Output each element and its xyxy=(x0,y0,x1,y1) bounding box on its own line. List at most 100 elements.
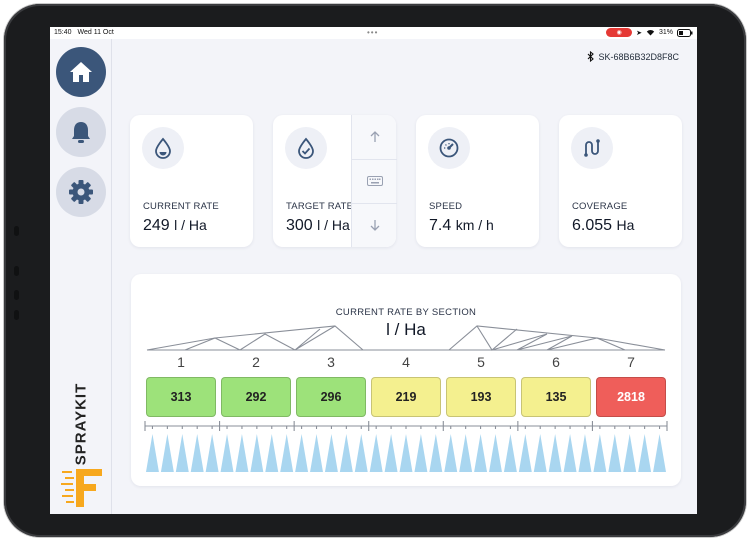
nav-alerts-button[interactable] xyxy=(56,107,106,157)
status-time: 15:40 xyxy=(54,29,72,36)
spray-nozzle-icon xyxy=(578,434,592,472)
section-number: 3 xyxy=(327,354,335,370)
section-number: 2 xyxy=(252,354,260,370)
spray-nozzle-icon xyxy=(444,434,458,472)
location-icon: ➤ xyxy=(636,29,642,37)
coverage-value: 6.055 Ha xyxy=(572,217,634,235)
battery-icon xyxy=(677,28,693,37)
frame-dot xyxy=(14,290,19,300)
spray-nozzle-icon xyxy=(235,434,249,472)
arrow-up-icon xyxy=(370,131,379,142)
target-rate-label: TARGET RATE xyxy=(286,201,354,212)
spray-nozzle-icon xyxy=(190,434,204,472)
coverage-card: COVERAGE 6.055 Ha xyxy=(559,115,682,247)
section-rate-box[interactable]: 193 xyxy=(446,377,516,417)
spray-nozzle-icon xyxy=(339,434,353,472)
current-rate-label: CURRENT RATE xyxy=(143,201,219,212)
status-time-date: 15:40 Wed 11 Oct xyxy=(54,29,114,36)
spray-nozzle-icon xyxy=(653,434,666,472)
home-icon xyxy=(70,62,92,82)
spray-nozzle-icon xyxy=(160,434,174,472)
nozzle-row xyxy=(144,421,668,472)
speed-label: SPEED xyxy=(429,201,463,212)
multitask-dots-icon[interactable]: ••• xyxy=(367,28,379,37)
bell-icon xyxy=(72,122,90,143)
stepper-divider xyxy=(352,159,397,160)
keyboard-entry-button[interactable] xyxy=(352,159,397,203)
droplet-check-icon xyxy=(285,127,327,169)
coverage-unit: Ha xyxy=(616,217,635,233)
spray-nozzle-icon xyxy=(533,434,547,472)
spray-nozzle-icon xyxy=(474,434,488,472)
section-number: 4 xyxy=(402,354,410,370)
spray-nozzle-icon xyxy=(608,434,622,472)
route-icon xyxy=(571,127,613,169)
recording-icon: ◉ xyxy=(606,28,633,37)
nav-settings-button[interactable] xyxy=(56,167,106,217)
speed-value: 7.4 km / h xyxy=(429,217,494,235)
device-id: SK-68B6B32D8F8C xyxy=(587,51,679,62)
section-rate-panel: CURRENT RATE BY SECTION l / Ha 1 313 2 292 3… xyxy=(131,274,681,486)
speed-unit: km / h xyxy=(455,217,494,233)
frame-dot xyxy=(14,310,19,320)
section-number: 1 xyxy=(177,354,185,370)
spray-nozzle-icon xyxy=(399,434,413,472)
section-number: 7 xyxy=(627,354,635,370)
speed-number: 7.4 xyxy=(429,217,452,234)
spray-nozzle-icon xyxy=(459,434,473,472)
spray-nozzle-icon xyxy=(503,434,517,472)
section-panel-title: CURRENT RATE BY SECTION xyxy=(335,307,477,318)
current-rate-number: 249 xyxy=(143,217,170,234)
frame-dot xyxy=(14,266,19,276)
spray-nozzle-icon xyxy=(175,434,189,472)
device-id-text: SK-68B6B32D8F8C xyxy=(598,51,679,62)
nav-home-button[interactable] xyxy=(56,47,106,97)
section-rate-box[interactable]: 296 xyxy=(296,377,366,417)
current-rate-card: CURRENT RATE 249 l / Ha xyxy=(130,115,253,247)
target-rate-number: 300 xyxy=(286,217,313,234)
arrow-down-icon xyxy=(370,220,379,231)
spraykit-logo-icon xyxy=(61,469,102,507)
spray-nozzle-icon xyxy=(429,434,443,472)
section-rate-box[interactable]: 219 xyxy=(371,377,441,417)
section-rate-box[interactable]: 313 xyxy=(146,377,216,417)
decrease-target-button[interactable] xyxy=(352,203,397,247)
section-rate-box[interactable]: 292 xyxy=(221,377,291,417)
boom-diagram-icon xyxy=(146,325,666,351)
droplet-icon xyxy=(142,127,184,169)
spray-nozzle-icon xyxy=(280,434,294,472)
spray-nozzle-icon xyxy=(384,434,398,472)
target-rate-unit: l / Ha xyxy=(317,217,350,233)
speedometer-icon xyxy=(428,127,470,169)
stepper-divider xyxy=(352,203,397,204)
brand-name: SPRAYKIT xyxy=(72,382,90,466)
section-number: 6 xyxy=(552,354,560,370)
section-rate-box[interactable]: 135 xyxy=(521,377,591,417)
spray-nozzle-icon xyxy=(354,434,368,472)
speed-card: SPEED 7.4 km / h xyxy=(416,115,539,247)
section-rate-box[interactable]: 2818 xyxy=(596,377,666,417)
spray-nozzle-icon xyxy=(324,434,338,472)
spray-nozzle-icon xyxy=(623,434,637,472)
spray-nozzle-icon xyxy=(518,434,532,472)
app-screen: 15:40 Wed 11 Oct ••• ◉ ➤ 31% xyxy=(50,27,697,514)
spray-nozzle-icon xyxy=(369,434,383,472)
spray-nozzle-icon xyxy=(295,434,309,472)
spray-nozzle-icon xyxy=(414,434,428,472)
target-rate-stepper xyxy=(351,115,397,247)
spray-nozzle-icon xyxy=(146,434,159,472)
sidebar: SPRAYKIT xyxy=(50,39,112,514)
status-indicators: ◉ ➤ 31% xyxy=(606,28,693,37)
spray-nozzle-icon xyxy=(489,434,502,472)
coverage-number: 6.055 xyxy=(572,217,613,234)
section-number: 5 xyxy=(477,354,485,370)
wifi-icon xyxy=(646,30,655,36)
gear-icon xyxy=(69,180,93,204)
spray-nozzle-icon xyxy=(310,434,323,472)
spray-nozzle-icon xyxy=(563,434,577,472)
battery-percent: 31% xyxy=(658,29,673,36)
spray-nozzle-icon xyxy=(548,434,562,472)
coverage-label: COVERAGE xyxy=(572,201,628,212)
increase-target-button[interactable] xyxy=(352,115,397,159)
section-panel-unit: l / Ha xyxy=(386,320,426,339)
